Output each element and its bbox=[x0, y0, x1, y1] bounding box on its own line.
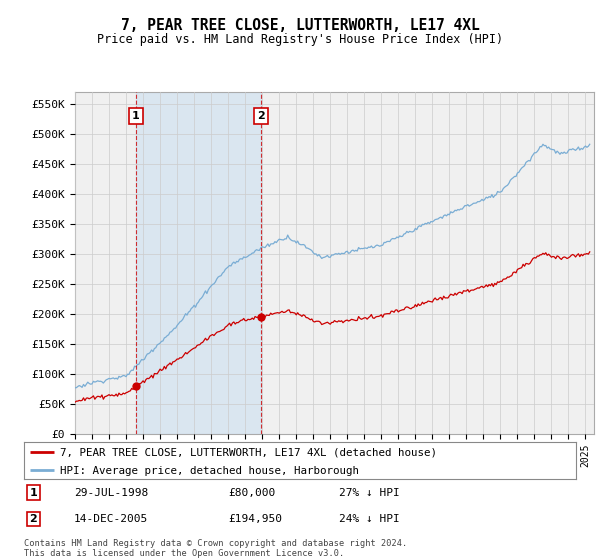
Text: £194,950: £194,950 bbox=[228, 514, 282, 524]
Text: 7, PEAR TREE CLOSE, LUTTERWORTH, LE17 4XL (detached house): 7, PEAR TREE CLOSE, LUTTERWORTH, LE17 4X… bbox=[60, 447, 437, 458]
Text: HPI: Average price, detached house, Harborough: HPI: Average price, detached house, Harb… bbox=[60, 466, 359, 476]
Text: 14-DEC-2005: 14-DEC-2005 bbox=[74, 514, 148, 524]
Text: 2: 2 bbox=[29, 514, 37, 524]
Text: 27% ↓ HPI: 27% ↓ HPI bbox=[338, 488, 400, 498]
Text: 7, PEAR TREE CLOSE, LUTTERWORTH, LE17 4XL: 7, PEAR TREE CLOSE, LUTTERWORTH, LE17 4X… bbox=[121, 18, 479, 32]
Text: Contains HM Land Registry data © Crown copyright and database right 2024.
This d: Contains HM Land Registry data © Crown c… bbox=[24, 539, 407, 558]
Text: £80,000: £80,000 bbox=[228, 488, 275, 498]
Text: Price paid vs. HM Land Registry's House Price Index (HPI): Price paid vs. HM Land Registry's House … bbox=[97, 32, 503, 46]
Text: 1: 1 bbox=[29, 488, 37, 498]
Text: 2: 2 bbox=[257, 111, 265, 122]
Text: 24% ↓ HPI: 24% ↓ HPI bbox=[338, 514, 400, 524]
Text: 29-JUL-1998: 29-JUL-1998 bbox=[74, 488, 148, 498]
Text: 1: 1 bbox=[132, 111, 140, 122]
